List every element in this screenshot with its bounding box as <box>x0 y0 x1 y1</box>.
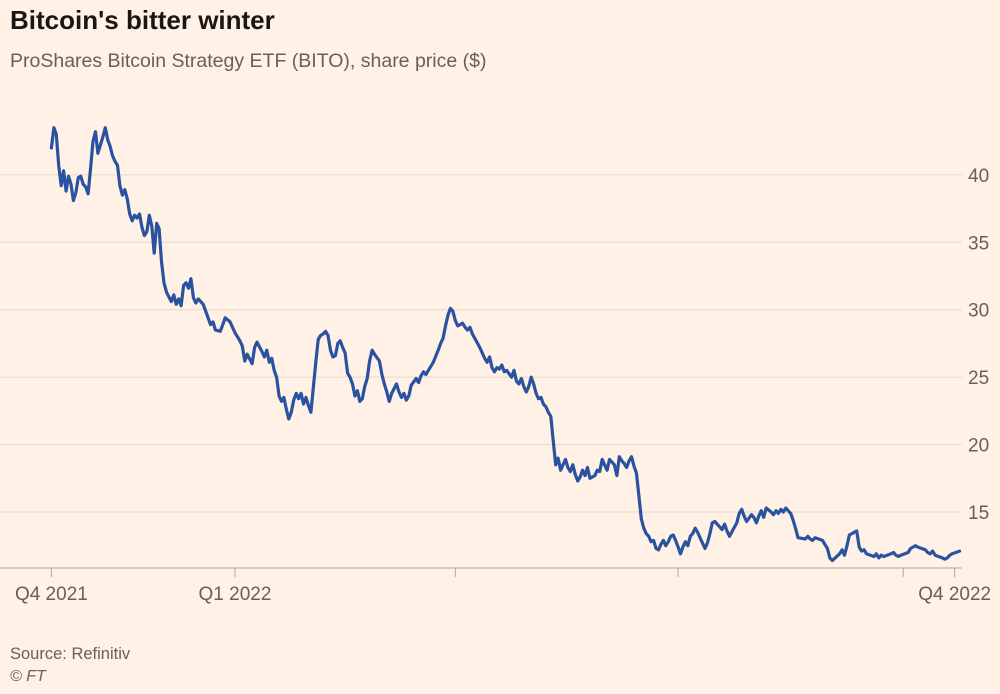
chart-title: Bitcoin's bitter winter <box>10 5 275 35</box>
chart-area: 15 20 25 30 35 40 Q4 2021 Q1 2022 Q4 2022 <box>0 98 1000 620</box>
ft-credit: © FT <box>10 668 46 686</box>
chart-footer: Source: Refinitiv © FT <box>10 644 130 687</box>
y-tick-label: 25 <box>968 368 989 389</box>
x-tick-label: Q4 2021 <box>15 584 88 605</box>
chart-header: Bitcoin's bitter winter ProShares Bitcoi… <box>10 4 486 73</box>
y-tick-label: 40 <box>968 166 989 187</box>
y-tick-label: 35 <box>968 233 989 254</box>
y-tick-label: 20 <box>968 436 989 457</box>
chart-subtitle: ProShares Bitcoin Strategy ETF (BITO), s… <box>10 49 487 72</box>
source-note: Source: Refinitiv <box>10 645 131 663</box>
y-tick-label: 15 <box>968 503 989 524</box>
price-line-chart: 15 20 25 30 35 40 Q4 2021 Q1 2022 Q4 2022 <box>0 126 991 605</box>
price-line <box>49 126 962 563</box>
y-tick-label: 30 <box>968 301 989 322</box>
x-tick-label: Q4 2022 <box>918 584 991 605</box>
x-tick-label: Q1 2022 <box>199 584 272 605</box>
